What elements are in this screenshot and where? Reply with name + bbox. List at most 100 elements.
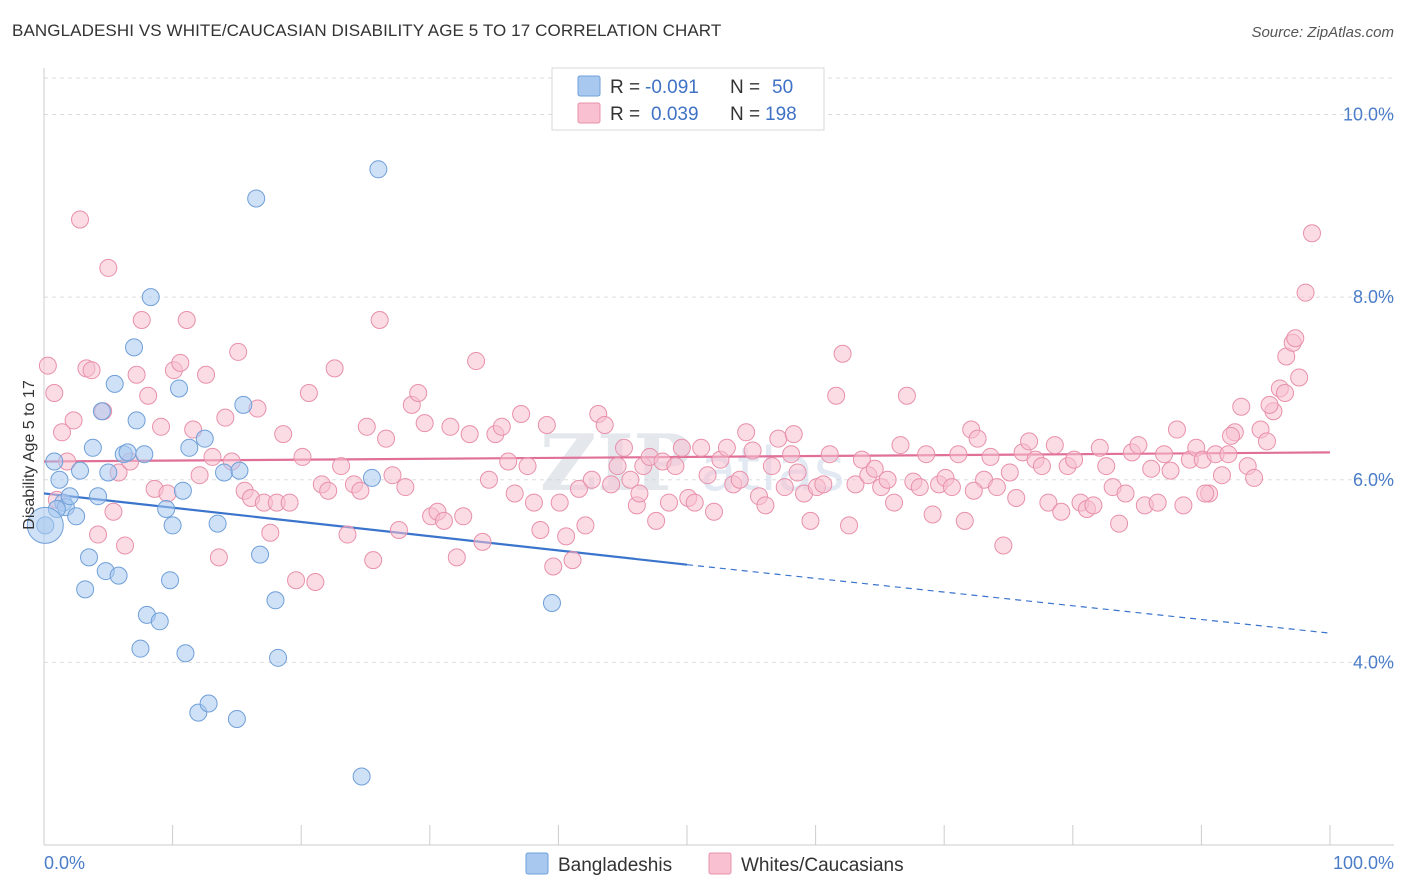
data-point [180,438,199,457]
data-point [630,484,649,503]
data-point [1296,283,1315,302]
data-point [1032,457,1051,476]
data-point [319,481,338,500]
x-tick-label: 100.0% [1333,853,1394,873]
bottom-legend-label-bangladeshis: Bangladeshis [558,855,672,876]
data-point [820,445,839,464]
data-point [1110,514,1129,533]
data-point [814,475,833,494]
data-point [505,484,524,503]
data-point [71,210,90,229]
data-point [1212,466,1231,485]
data-point [769,429,788,448]
data-point [83,438,102,457]
data-points [26,160,1321,786]
data-point [199,694,218,713]
data-point [512,405,531,424]
data-point [163,516,182,535]
data-point [454,507,473,526]
data-point [955,511,974,530]
data-point [1260,395,1279,414]
data-point [1155,445,1174,464]
data-point [208,514,227,533]
axes [43,68,1394,846]
legend-n-value: 198 [765,104,797,125]
data-point [467,352,486,371]
data-point [234,395,253,414]
data-point [865,459,884,478]
data-point [251,545,270,564]
bottom-legend: Bangladeshis Whites/Caucasians [525,852,904,876]
data-point [550,493,569,512]
data-point [833,344,852,363]
data-point [1097,457,1116,476]
data-point [67,507,86,526]
data-point [280,493,299,512]
data-point [917,445,936,464]
bottom-legend-swatch-whites [708,852,732,875]
data-point [499,452,518,471]
data-point [1221,426,1240,445]
data-point [576,516,595,535]
data-point [173,481,192,500]
data-point [362,468,381,487]
legend-r-label: R = [610,104,640,125]
data-point [897,386,916,405]
data-point [105,374,124,393]
legend: R = -0.091 N = 50 R = 0.039 N = 198 [551,67,825,131]
data-point [332,457,351,476]
data-point [762,457,781,476]
legend-n-label: N = [730,104,760,125]
data-point [45,384,64,403]
data-point [150,612,169,631]
bottom-legend-label-whites: Whites/Caucasians [741,855,904,876]
data-point [846,475,865,494]
data-point [215,463,234,482]
data-point [99,463,118,482]
data-point [127,365,146,384]
data-point [357,417,376,436]
data-point [92,402,111,421]
data-point [492,417,511,436]
data-point [157,499,176,518]
data-point [685,493,704,512]
data-point [45,452,64,471]
data-point [1039,493,1058,512]
data-point [116,536,135,555]
data-point [338,525,357,544]
data-point [38,356,57,375]
data-point [64,411,83,430]
data-point [60,487,79,506]
data-point [1052,502,1071,521]
data-point [1302,224,1321,243]
data-point [569,479,588,498]
data-point [737,423,756,442]
data-point [1000,463,1019,482]
data-point [132,310,151,329]
tick-labels: 4.0% 6.0% 8.0% 10.0% 0.0% 100.0% [44,105,1394,873]
data-point [50,470,69,489]
data-point [197,365,216,384]
y-tick-label: 10.0% [1343,105,1394,125]
data-point [229,342,248,361]
data-point [209,548,228,567]
data-point [1065,450,1084,469]
data-point [788,463,807,482]
data-point [274,425,293,444]
data-point [717,438,736,457]
data-point [473,532,492,551]
data-point [1090,438,1109,457]
data-point [659,493,678,512]
data-point [544,557,563,576]
data-point [692,438,711,457]
y-axis-label: Disability Age 5 to 17 [21,380,38,530]
data-point [885,493,904,512]
data-point [1257,432,1276,451]
data-point [89,525,108,544]
data-point [389,520,408,539]
data-point [531,520,550,539]
data-point [364,551,383,570]
data-point [537,415,556,434]
data-point [125,338,144,357]
data-point [1161,461,1180,480]
